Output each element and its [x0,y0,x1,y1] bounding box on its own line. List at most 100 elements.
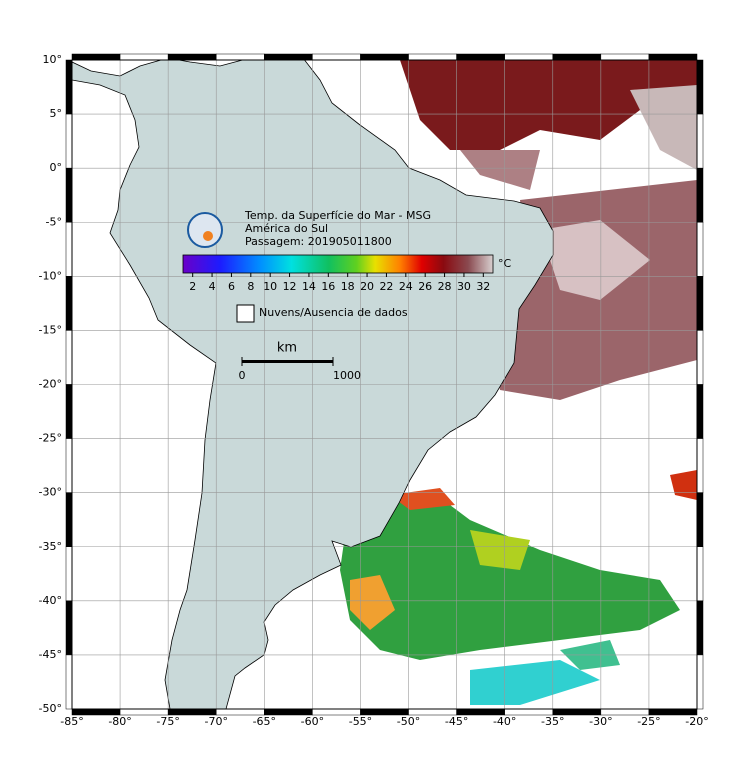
frame-bar [696,384,704,439]
frame-bar [65,59,73,115]
legend-text: Nuvens/Ausencia de dados [259,306,408,319]
frame-bar [65,222,73,277]
colorbar-label: 4 [209,280,216,293]
lat-label: -10° [39,269,62,282]
lat-label: -15° [39,323,62,336]
lon-label: -30° [589,715,612,728]
logo-dot [203,231,213,241]
lat-label: -50° [39,702,62,715]
frame-bar [65,330,73,385]
frame-bar [696,167,704,223]
lat-label: -30° [39,486,62,499]
frame-bar [504,53,554,61]
lat-label: 0° [50,161,63,174]
frame-bar [696,276,704,331]
scale-label: 1000 [333,369,361,382]
lon-label: -85° [60,715,83,728]
frame-bar [65,113,73,169]
frame-bar [65,492,73,547]
lat-label: -20° [39,378,62,391]
lon-label: -75° [156,715,179,728]
colorbar-label: 22 [379,280,393,293]
frame-border [71,59,698,710]
frame-bar [456,53,505,61]
frame-bar [167,53,217,61]
frame-bar [65,654,73,710]
lon-label: -25° [637,715,660,728]
legend-swatch [236,304,255,323]
scale-line [242,360,333,363]
lat-label: -25° [39,432,62,445]
frame-bar [696,492,704,547]
scale-label: 0 [239,369,246,382]
colorbar-label: 6 [228,280,235,293]
frame-bar [696,438,704,493]
axis-labels: -85° -80° -75° -70° -65° -60° -55° -50° -45° -40°… [39,53,709,728]
frame-bar [312,53,361,61]
colorbar-label: 26 [418,280,432,293]
frame-bar [600,53,650,61]
lon-label: -45° [445,715,468,728]
lat-label: 10° [43,53,63,66]
frame-bar [696,546,704,602]
logo [187,212,223,248]
frame-bar [360,53,409,61]
lon-label: -80° [108,715,131,728]
frame-bar [65,438,73,493]
colorbar-label: 28 [438,280,452,293]
lon-label: -50° [397,715,420,728]
colorbar-label: 18 [341,280,355,293]
frame-bar [119,53,169,61]
colorbar-label: 32 [476,280,490,293]
frame-bar [552,53,602,61]
scale-unit: km [277,341,297,356]
colorbar-label: 16 [321,280,335,293]
colorbar-label: 14 [302,280,316,293]
frame-bar [71,53,121,61]
title-line: Temp. da Superfície do Mar - MSG [244,209,431,222]
colorbar-label: 10 [263,280,277,293]
colorbar-label: 2 [189,280,196,293]
graticule [72,60,697,709]
frame-bar [696,654,704,710]
colorbar-label: 20 [360,280,374,293]
frame-bar [65,546,73,602]
colorbar [182,254,494,274]
lat-label: -40° [39,594,62,607]
lon-label: -55° [349,715,372,728]
frame-bar [65,276,73,331]
frame-bar [696,113,704,169]
lon-label: -65° [253,715,276,728]
map-area [72,60,697,709]
colorbar-ticks: 2 4 6 8 10 12 14 16 18 20 22 24 26 28 30 32 [189,273,490,293]
lon-label: -40° [493,715,516,728]
lat-label: -5° [46,215,62,228]
scale-bar: 0 1000 [239,357,361,382]
lat-label: -35° [39,540,62,553]
frame-bar [696,330,704,385]
frame-bar [65,167,73,223]
lat-label: 5° [50,107,63,120]
frame-bar [696,59,704,115]
frame [65,53,704,716]
lon-label: -70° [204,715,227,728]
colorbar-label: 24 [399,280,413,293]
frame-bar [264,53,313,61]
colorbar-label: 8 [247,280,254,293]
legend-panel: Temp. da Superfície do Mar - MSG América… [182,209,512,382]
lat-label: -45° [39,648,62,661]
lon-label: -60° [301,715,324,728]
lon-label: -35° [541,715,564,728]
frame-bar [696,222,704,277]
frame-bar [408,53,457,61]
frame-bar [65,384,73,439]
title-line: América do Sul [245,222,328,235]
colorbar-unit: °C [498,257,512,270]
frame-bar [65,600,73,656]
title-line: Passagem: 201905011800 [245,235,392,248]
colorbar-label: 30 [457,280,471,293]
frame-bar [215,53,265,61]
frame-bar [696,600,704,656]
frame-bar [648,53,698,61]
